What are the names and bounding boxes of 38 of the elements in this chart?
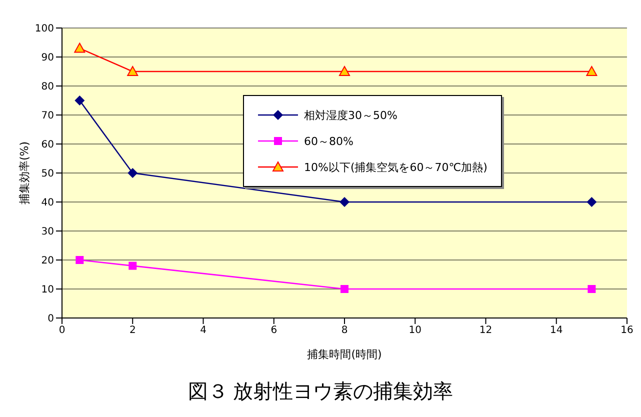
- y-tick-label: 10: [41, 284, 54, 296]
- x-tick-label: 4: [200, 325, 206, 336]
- x-tick-label: 12: [479, 325, 492, 336]
- point: [586, 197, 597, 207]
- x-tick-label: 0: [58, 325, 66, 336]
- x-tick-label: 10: [408, 325, 422, 336]
- y-tick-label: 80: [41, 82, 54, 93]
- y-tick-label: 100: [34, 24, 54, 35]
- y-tick-label: 40: [41, 198, 54, 209]
- point: [586, 66, 598, 76]
- legend-label: 相対湿度30～50%: [304, 108, 398, 122]
- x-axis-title: 捕集時間(時間): [307, 348, 382, 361]
- y-tick-label: 70: [41, 110, 54, 122]
- y-axis-title: 捕集効率(%): [18, 141, 31, 205]
- x-tick-label: 2: [129, 325, 136, 336]
- y-tick-label: 0: [48, 314, 54, 325]
- x-tick-label: 8: [341, 325, 348, 336]
- legend-label: 60～80%: [304, 134, 354, 148]
- point: [588, 285, 596, 293]
- y-tick-label: 60: [41, 140, 54, 151]
- point: [128, 168, 138, 178]
- legend-label: 10%以下(捕集空気を60～70℃加熱): [304, 160, 488, 174]
- y-tick-label: 50: [41, 168, 54, 180]
- y-tick-label: 30: [41, 226, 54, 238]
- x-tick-label: 14: [550, 325, 563, 336]
- point: [74, 42, 86, 53]
- point: [128, 262, 137, 270]
- point: [74, 96, 85, 106]
- point: [340, 197, 350, 207]
- caption: 図３ 放射性ヨウ素の捕集効率: [187, 380, 454, 405]
- x-tick-label: 6: [270, 325, 278, 336]
- y-tick-label: 20: [41, 256, 54, 267]
- point: [127, 66, 138, 76]
- point: [340, 285, 348, 293]
- point: [339, 66, 350, 76]
- point: [76, 256, 84, 264]
- y-tick-label: 90: [41, 52, 54, 64]
- x-tick-label: 16: [620, 325, 634, 336]
